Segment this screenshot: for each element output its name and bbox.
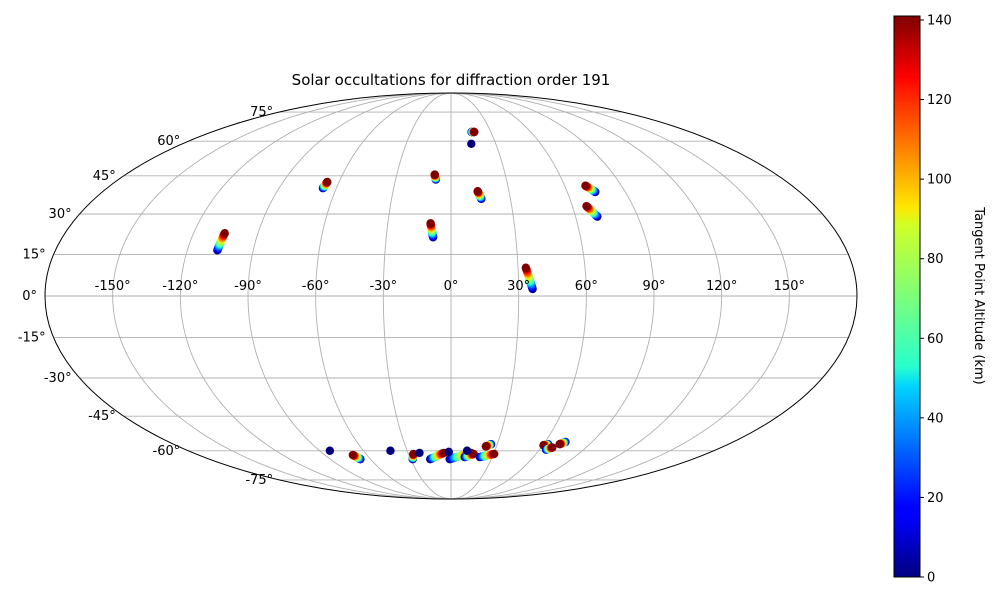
longitude-tick-label: 60°	[575, 279, 598, 294]
colorbar-ticks: 0 20 40 60 80 100 120 140	[920, 13, 952, 586]
occultation-point	[555, 440, 564, 449]
latitude-tick-label: 0°	[22, 289, 37, 304]
occultation-point	[430, 170, 439, 179]
occultation-point	[467, 139, 476, 149]
latitude-tick-label: 60°	[157, 134, 180, 149]
latitude-tick-label: -45°	[88, 409, 116, 424]
data-points	[213, 127, 602, 464]
longitude-tick-label: 150°	[774, 279, 805, 294]
occultation-point	[444, 447, 454, 457]
colorbar	[893, 15, 921, 578]
occultation-point	[462, 446, 472, 455]
occultation-point	[348, 450, 358, 460]
latitude-tick-label: 45°	[93, 169, 116, 184]
latitude-tick-label: 15°	[23, 247, 46, 262]
occultation-point	[415, 448, 424, 458]
occultation-point	[470, 127, 479, 137]
latitude-tick-label: -15°	[18, 331, 46, 346]
colorbar-tick-label: 80	[927, 252, 944, 267]
longitude-tick-label: -150°	[95, 279, 131, 294]
latitude-tick-label: -60°	[153, 444, 181, 459]
colorbar-tick-label: 100	[927, 173, 952, 188]
longitude-tick-label: -60°	[302, 279, 330, 294]
occultation-point	[582, 201, 591, 211]
longitude-tick-label: -120°	[162, 279, 198, 294]
longitude-tick-label: -90°	[234, 279, 262, 294]
colorbar-tick-label: 140	[927, 13, 952, 28]
colorbar-label: Tangent Point Altitude (km)	[971, 206, 986, 384]
latitude-tick-label: -30°	[44, 371, 72, 386]
longitude-tick-labels: -150° -120° -90° -60° -30° 0° 30° 60° 90° 120° 150…	[95, 279, 805, 294]
longitude-tick-label: 120°	[706, 279, 737, 294]
longitude-tick-label: 90°	[642, 279, 665, 294]
graticule	[45, 93, 857, 499]
colorbar-tick-label: 40	[927, 411, 944, 426]
latitude-tick-label: -75°	[245, 473, 273, 488]
occultation-point	[548, 443, 557, 452]
occultation-point	[325, 446, 335, 455]
occultation-point	[521, 263, 531, 272]
occultation-point	[581, 181, 590, 190]
occultation-point	[220, 229, 229, 238]
longitude-tick-label: 30°	[507, 279, 530, 294]
colorbar-tick-label: 20	[927, 491, 944, 506]
latitude-tick-label: 75°	[250, 105, 273, 120]
map-boundary	[44, 92, 858, 500]
colorbar-tick-label: 0	[927, 571, 935, 586]
occultation-point	[473, 187, 482, 196]
longitude-tick-label: -30°	[369, 279, 397, 294]
latitude-tick-labels: -75° -60° -45° -30° -15° 0° 15° 30° 45° 60° 75°	[18, 105, 273, 488]
occultation-point	[323, 177, 332, 187]
colorbar-tick-label: 60	[927, 332, 944, 347]
occultation-point	[481, 442, 491, 451]
chart-title: Solar occultations for diffraction order…	[292, 71, 611, 89]
latitude-tick-label: 30°	[49, 207, 72, 222]
colorbar-tick-label: 120	[927, 93, 952, 108]
longitude-tick-label: 0°	[444, 279, 459, 294]
occultation-point	[426, 219, 435, 228]
occultation-point	[490, 449, 499, 459]
occultation-point	[386, 446, 395, 455]
